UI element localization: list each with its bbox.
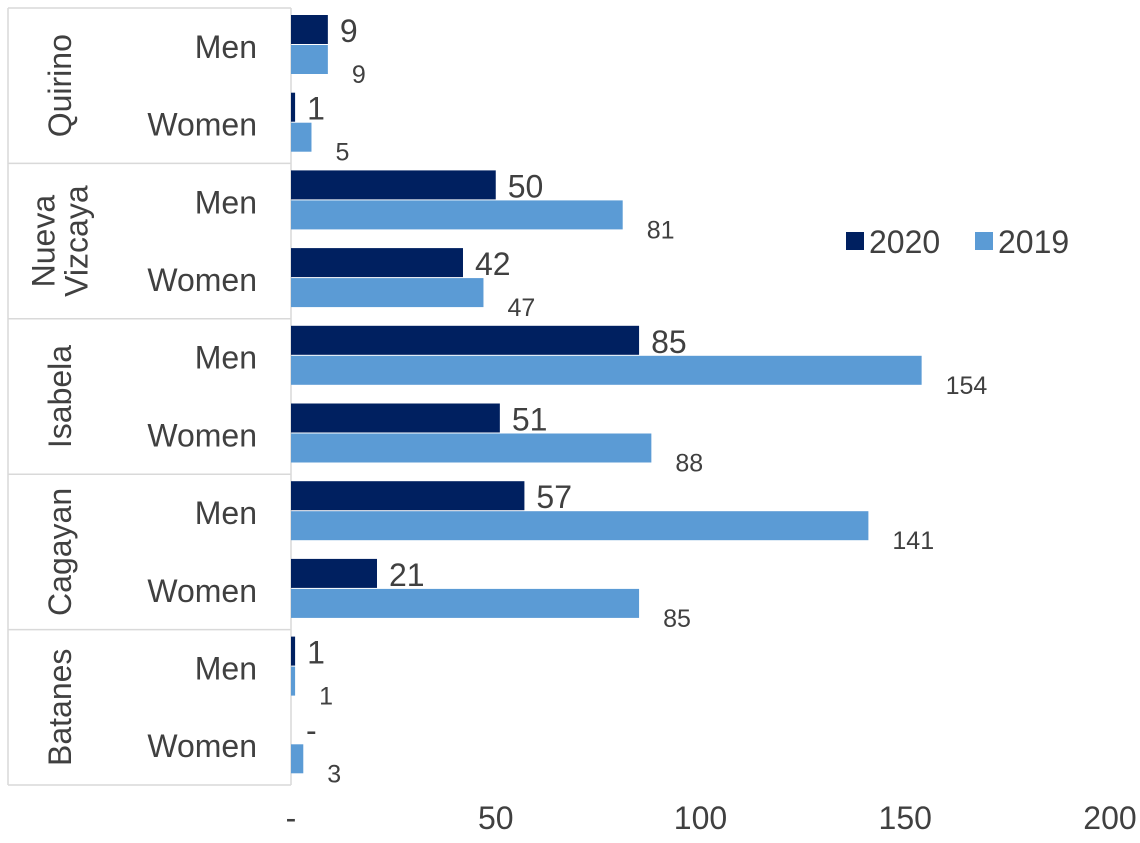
x-tick-label: 150	[879, 800, 932, 836]
legend: 2020 2019	[846, 224, 1069, 260]
data-label-2020: -	[306, 712, 317, 748]
group-label: Quirino	[42, 34, 78, 137]
x-tick-label: 200	[1083, 800, 1136, 836]
category-label: Women	[147, 728, 257, 764]
legend-swatch-2020	[846, 232, 864, 250]
group-label-line: Isabela	[42, 345, 78, 448]
bar-2019	[291, 666, 296, 696]
category-label: Women	[147, 262, 257, 298]
x-tick-label: 50	[478, 800, 514, 836]
bar-2020	[291, 403, 500, 433]
bar-2020	[291, 248, 463, 278]
data-label-2020: 51	[512, 402, 548, 438]
data-label-2020: 50	[508, 168, 544, 204]
legend-swatch-2019	[975, 232, 993, 250]
data-label-2019: 9	[352, 61, 366, 89]
bar-2019	[291, 355, 922, 385]
bar-2019	[291, 278, 484, 308]
bar-2020	[291, 170, 496, 200]
data-label-2019: 3	[327, 760, 341, 788]
data-label-2019: 85	[663, 605, 691, 633]
group-label-line: Batanes	[42, 649, 78, 766]
group-label-line: Nueva	[26, 195, 62, 288]
bar-2020	[291, 15, 328, 44]
x-tick-label: -	[286, 800, 297, 836]
value-axis: - 50 100 150 200	[286, 800, 1137, 836]
data-label-2020: 57	[536, 479, 572, 515]
data-label-2019: 5	[335, 139, 349, 167]
bar-2019	[291, 433, 652, 463]
data-label-2020: 42	[475, 246, 511, 282]
bar-2020	[291, 92, 296, 122]
category-label: Men	[195, 650, 257, 686]
group-label: Batanes	[42, 649, 78, 766]
group-label-line: Quirino	[42, 34, 78, 137]
category-label: Women	[147, 573, 257, 609]
data-label-2020: 85	[651, 324, 687, 360]
group-label-line: Cagayan	[42, 488, 78, 616]
group-label: Isabela	[42, 345, 78, 448]
bar-2019	[291, 122, 312, 152]
bar-2019	[291, 511, 869, 541]
data-label-2019: 154	[946, 372, 988, 400]
x-tick-label: 100	[674, 800, 727, 836]
category-label: Women	[147, 417, 257, 453]
category-label: Men	[195, 340, 257, 376]
data-label-2020: 9	[340, 13, 358, 49]
group-label: Cagayan	[42, 488, 78, 616]
legend-label-2019: 2019	[998, 224, 1069, 260]
category-label: Men	[195, 184, 257, 220]
bar-2019	[291, 200, 623, 230]
category-axis: Quirino Men Women NuevaVizcaya Men Women Isabe…	[7, 7, 292, 786]
bar-2019	[291, 45, 328, 74]
data-label-2020: 21	[389, 557, 425, 593]
bar-2020	[291, 481, 525, 511]
data-label-2019: 81	[647, 216, 675, 244]
data-label-2019: 1	[319, 683, 333, 711]
group-label-line: Vizcaya	[59, 185, 95, 297]
category-label: Women	[147, 107, 257, 143]
bar-2020	[291, 636, 296, 666]
category-label: Men	[195, 495, 257, 531]
data-label-2019: 88	[675, 450, 703, 478]
legend-label-2020: 2020	[869, 224, 940, 260]
data-label-2020: 1	[307, 635, 325, 671]
bar-2019	[291, 588, 640, 618]
bar-2019	[291, 744, 304, 774]
category-label: Men	[195, 29, 257, 65]
data-label-2019: 47	[507, 294, 535, 322]
data-label-2019: 141	[892, 527, 934, 555]
data-label-2020: 1	[307, 91, 325, 127]
bar-2020	[291, 558, 377, 588]
bar-2020	[291, 325, 640, 355]
group-label: NuevaVizcaya	[26, 185, 95, 297]
